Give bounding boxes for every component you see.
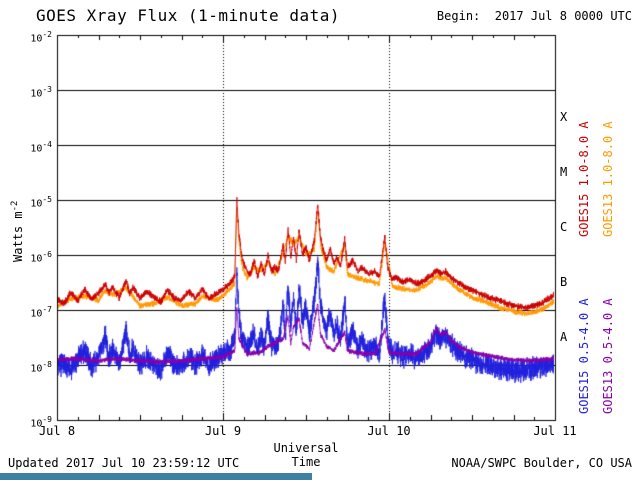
y-tick-label: 10-7 [30,305,52,320]
legend-goes13-1-0-8-0-a: GOES13 1.0-8.0 A [601,121,615,237]
credit-label: NOAA/SWPC Boulder, CO USA [451,456,632,470]
flare-class-label-m: M [560,164,568,179]
flare-class-label-b: B [560,274,568,289]
x-tick-label: Jul 11 [533,424,577,438]
flare-class-label-a: A [560,329,568,344]
plot-title: GOES Xray Flux (1-minute data) [36,6,340,25]
y-tick-label: 10-2 [30,30,52,45]
flare-class-label-c: C [560,219,568,234]
y-tick-label: 10-6 [30,250,52,265]
legend-goes13-0-5-4-0-a: GOES13 0.5-4.0 A [601,298,615,414]
x-axis-label: Universal Time [273,441,339,469]
x-tick-label: Jul 8 [38,424,76,438]
window-artifact-strip [0,473,312,480]
y-tick-label: 10-4 [30,140,52,155]
begin-time-label: Begin: 2017 Jul 8 0000 UTC [436,9,632,23]
legend-goes15-1-0-8-0-a: GOES15 1.0-8.0 A [577,121,591,237]
y-tick-label: 10-9 [30,415,52,430]
legend-goes15-0-5-4-0-a: GOES15 0.5-4.0 A [577,298,591,414]
y-tick-label: 10-3 [30,85,52,100]
updated-timestamp: Updated 2017 Jul 10 23:59:12 UTC [8,456,240,470]
y-tick-label: 10-8 [30,360,52,375]
flare-class-label-x: X [560,109,568,124]
x-tick-label: Jul 9 [204,424,242,438]
x-tick-label: Jul 10 [367,424,411,438]
y-tick-label: 10-5 [30,195,52,210]
